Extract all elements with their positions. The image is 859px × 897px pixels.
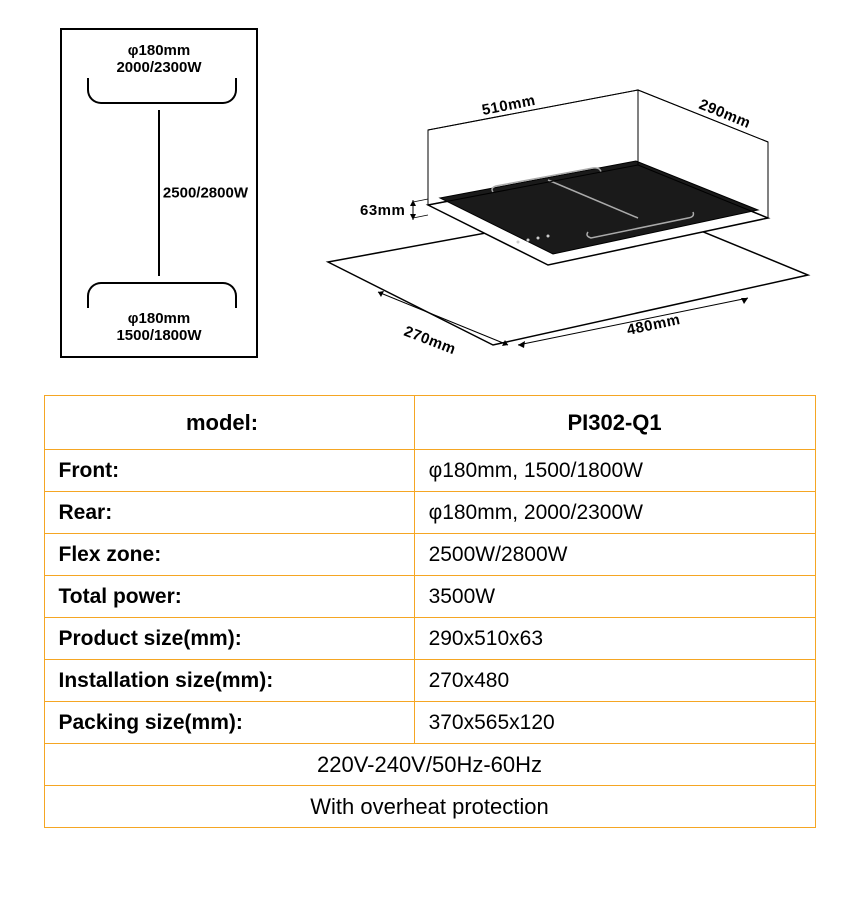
spec-label: Flex zone: [44,534,414,576]
rear-zone-power: 2000/2300W [116,59,201,76]
table-voltage-row: 220V-240V/50Hz-60Hz [44,744,815,786]
rear-zone-diameter: φ180mm [128,42,190,59]
cutout-width-label: 480mm [625,311,682,339]
product-height-label: 63mm [360,202,405,219]
spec-label: Product size(mm): [44,618,414,660]
spec-label: Rear: [44,492,414,534]
table-header-model-value: PI302-Q1 [414,396,815,450]
spec-value: 270x480 [414,660,815,702]
cutout-depth-label: 270mm [402,323,459,358]
specification-table: model: PI302-Q1 Front:φ180mm, 1500/1800W… [44,395,816,828]
spec-value: 290x510x63 [414,618,815,660]
cooktop-isometric-diagram: 270mm 480mm 510mm 290mm 6 [318,60,818,365]
spec-value: φ180mm, 2000/2300W [414,492,815,534]
spec-label: Front: [44,450,414,492]
rear-zone-outline [87,78,237,104]
flex-zone-power: 2500/2800W [163,185,248,202]
spec-value: 3500W [414,576,815,618]
spec-label: Total power: [44,576,414,618]
front-zone-diameter: φ180mm [128,310,190,327]
table-header-model-label: model: [44,396,414,450]
front-zone-outline [87,282,237,308]
spec-value: 370x565x120 [414,702,815,744]
front-zone-power: 1500/1800W [116,327,201,344]
flex-zone-bridge-line [158,110,160,276]
rear-zone-label: φ180mm 2000/2300W [62,42,256,77]
spec-value: φ180mm, 1500/1800W [414,450,815,492]
cooktop-top-view-schematic: φ180mm 2000/2300W 2500/2800W φ180mm 1500… [60,28,258,358]
table-protection-row: With overheat protection [44,786,815,828]
spec-value: 2500W/2800W [414,534,815,576]
spec-label: Installation size(mm): [44,660,414,702]
front-zone-label: φ180mm 1500/1800W [62,310,256,345]
spec-label: Packing size(mm): [44,702,414,744]
